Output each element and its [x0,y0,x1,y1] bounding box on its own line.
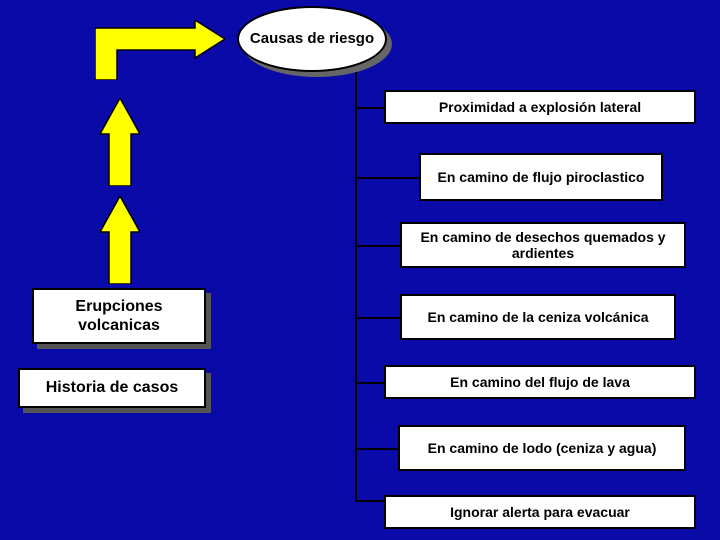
left-box-label: Historia de casos [46,378,179,397]
cause-box: En camino de flujo piroclastico [419,153,663,201]
cause-label: En camino de lodo (ceniza y agua) [428,440,657,456]
left-box: Erupciones volcanicas [32,288,206,344]
cause-label: En camino de desechos quemados y ardient… [406,229,680,261]
cause-box: En camino de la ceniza volcánica [400,294,676,340]
arrow-up-icon [100,196,140,284]
cause-box: En camino de lodo (ceniza y agua) [398,425,686,471]
connector-trunk [355,72,357,500]
connector-branch [355,500,384,502]
cause-box: Ignorar alerta para evacuar [384,495,696,529]
connector-branch [355,177,419,179]
cause-box: Proximidad a explosión lateral [384,90,696,124]
title-ellipse: Causas de riesgo [237,6,387,72]
left-box: Historia de casos [18,368,206,408]
cause-label: En camino del flujo de lava [450,374,630,390]
connector-branch [355,245,400,247]
arrow-up-icon [100,98,140,186]
cause-label: En camino de flujo piroclastico [438,169,645,185]
cause-label: En camino de la ceniza volcánica [428,309,649,325]
cause-box: En camino de desechos quemados y ardient… [400,222,686,268]
cause-box: En camino del flujo de lava [384,365,696,399]
connector-branch [355,382,384,384]
connector-branch [355,317,400,319]
left-box-label: Erupciones volcanicas [38,297,200,335]
connector-branch [355,448,398,450]
cause-label: Ignorar alerta para evacuar [450,504,630,520]
cause-label: Proximidad a explosión lateral [439,99,641,115]
arrow-elbow-icon [95,20,225,80]
connector-branch [355,107,384,109]
title-text: Causas de riesgo [250,30,374,48]
